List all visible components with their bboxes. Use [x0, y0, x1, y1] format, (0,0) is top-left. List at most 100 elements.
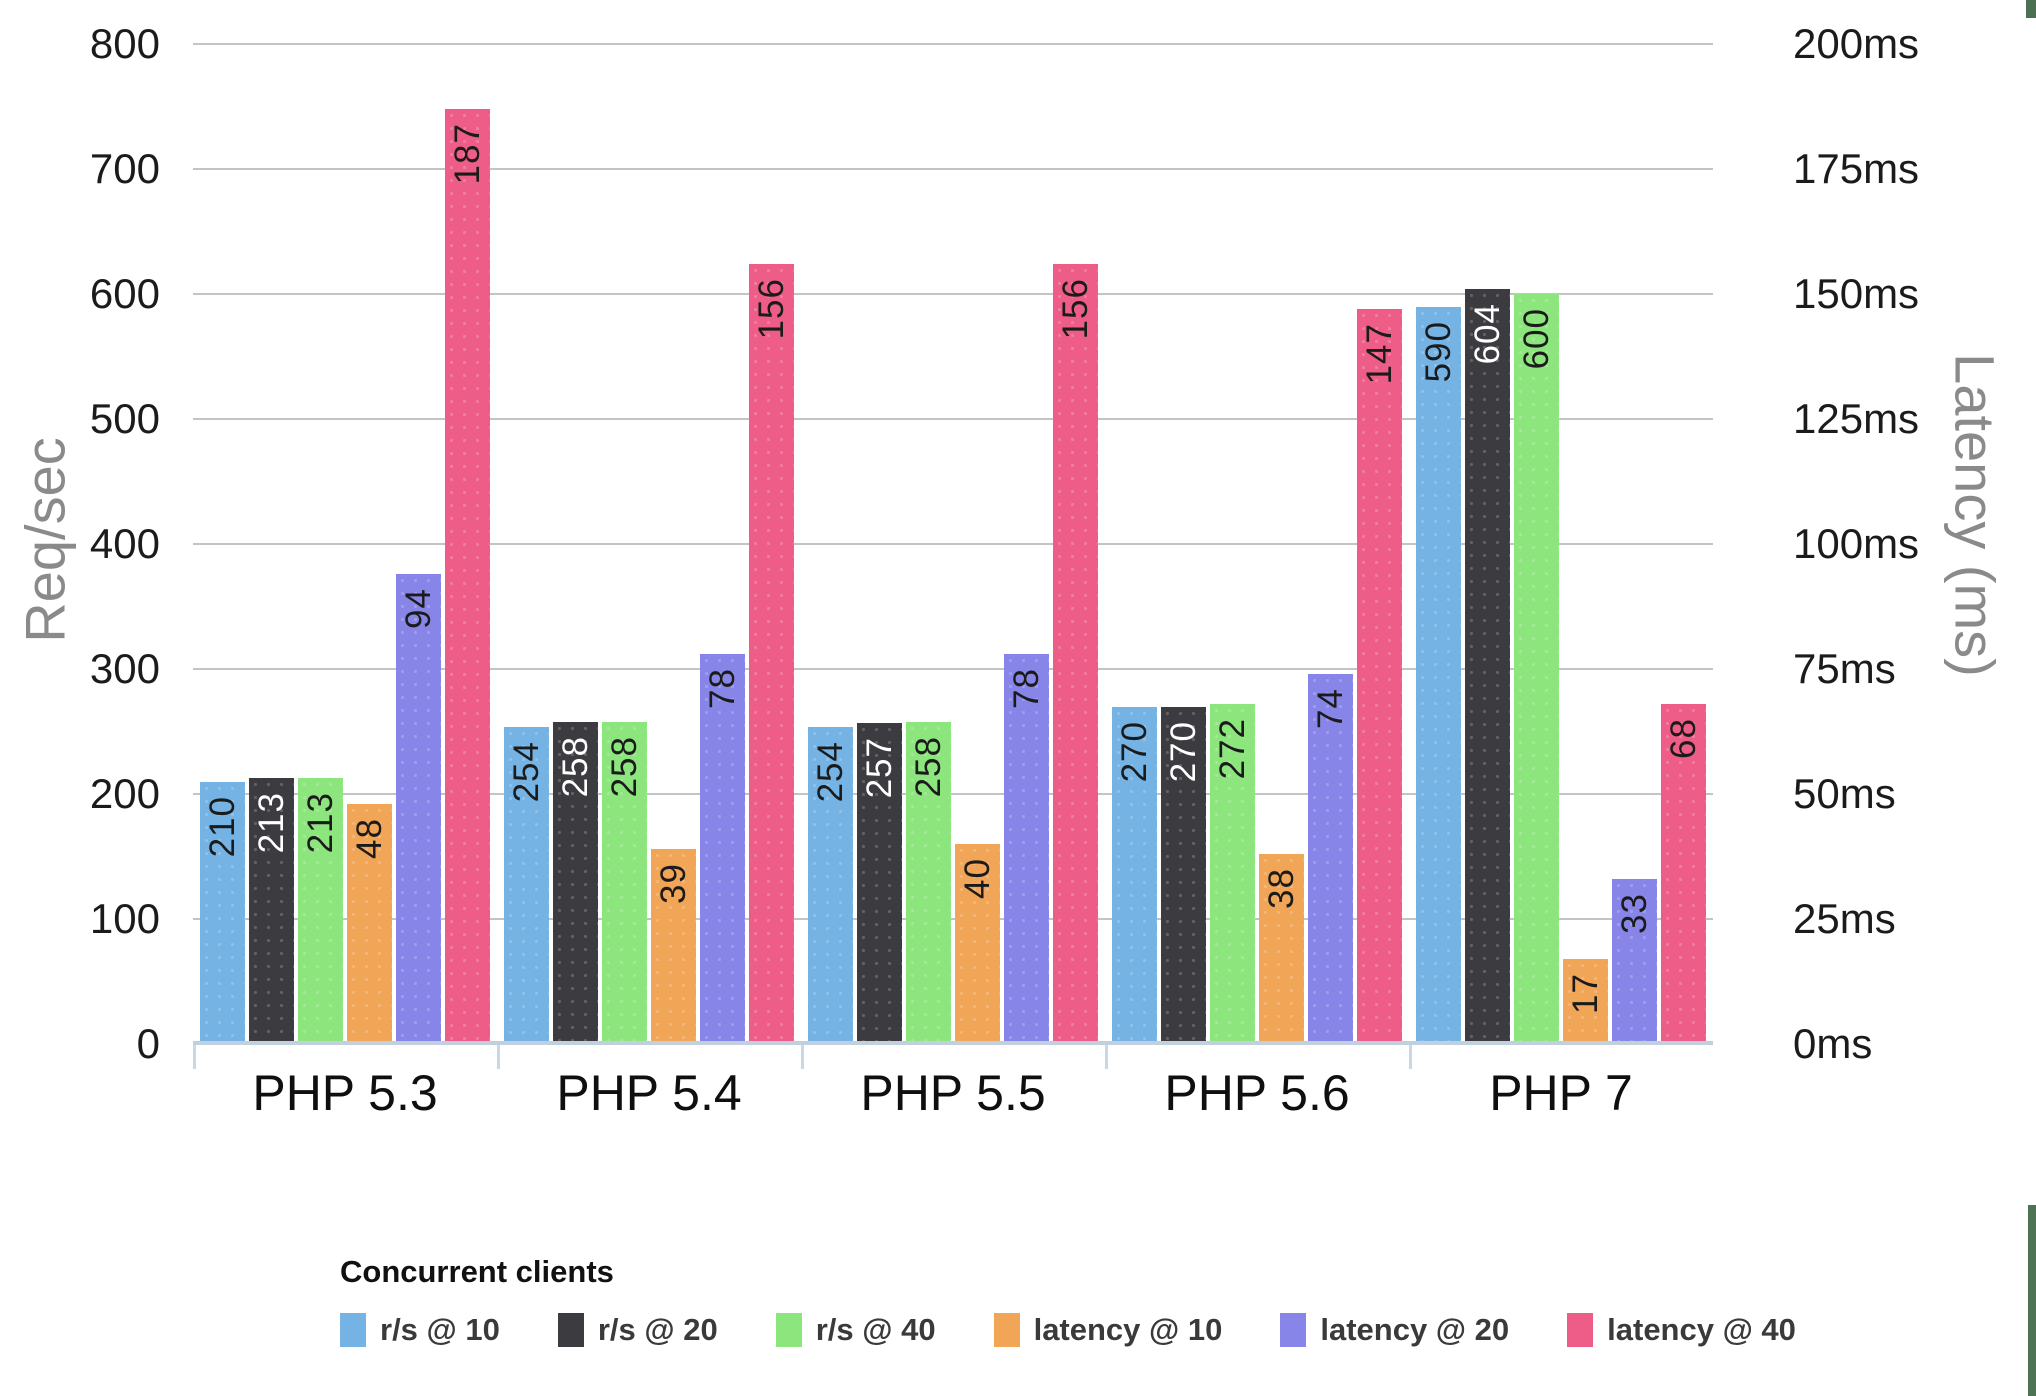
right-axis-tick-label: 200ms [1793, 20, 1920, 67]
legend-swatch-latency-20 [1280, 1313, 1307, 1347]
x-axis-label-php-5.6: PHP 5.6 [1164, 1065, 1350, 1121]
bar-value-label: 270 [1114, 720, 1154, 782]
bar-latency-20-php-5.5: 78 [1004, 654, 1049, 1044]
x-axis-tick [1105, 1043, 1108, 1069]
x-axis-label-php-5.5: PHP 5.5 [860, 1065, 1046, 1121]
x-axis-label-php-5.3: PHP 5.3 [252, 1065, 438, 1121]
gridline [193, 43, 1713, 45]
bar-value-label: 254 [506, 740, 546, 802]
legend-swatch-r-s-40 [775, 1313, 802, 1347]
bar-r-s-10-php-5.6: 270 [1112, 706, 1157, 1044]
x-axis-tick [193, 1043, 196, 1069]
bar-value-label: 74 [1310, 688, 1350, 729]
bar-r-s-40-php-5.5: 258 [906, 721, 951, 1044]
left-axis-tick-label: 500 [89, 395, 160, 442]
right-axis-tick-label: 50ms [1793, 770, 1896, 817]
legend-item-r-s-10[interactable]: r/s @ 10 [340, 1312, 500, 1348]
left-axis-tick-label: 300 [89, 645, 160, 692]
x-axis-tick [801, 1043, 804, 1069]
bar-value-label: 68 [1663, 718, 1703, 759]
gridline [193, 293, 1713, 295]
bar-value-label: 258 [604, 735, 644, 797]
legend-label-r-s-20: r/s @ 20 [597, 1312, 718, 1347]
right-axis-title: Latency (ms) [1943, 353, 2007, 677]
gridline [193, 168, 1713, 170]
left-axis-tick-label: 400 [89, 520, 160, 567]
right-axis-tick-label: 100ms [1793, 520, 1920, 567]
x-axis-label-php-5.4: PHP 5.4 [556, 1065, 742, 1121]
bar-r-s-10-php-5.4: 254 [504, 726, 549, 1044]
bar-r-s-40-php-5.6: 272 [1210, 704, 1255, 1044]
bar-group-php-5.5: 254 257 258 40 78 156 [801, 44, 1105, 1044]
bar-group-php-5.6: 270 270 272 38 74 147 [1105, 44, 1409, 1044]
bar-value-label: 213 [251, 791, 291, 854]
legend-label-latency-40: latency @ 40 [1607, 1312, 1796, 1347]
legend-title: Concurrent clients [340, 1254, 614, 1289]
right-axis-tick-label: 125ms [1793, 395, 1920, 442]
bar-value-label: 213 [300, 791, 340, 854]
bar-r-s-10-php-5.5: 254 [808, 726, 853, 1044]
bar-latency-40-php-7: 68 [1661, 704, 1706, 1044]
bar-value-label: 48 [349, 818, 389, 859]
right-axis-tick-label: 75ms [1793, 645, 1896, 692]
bar-r-s-40-php-5.3: 213 [298, 777, 343, 1044]
bar-latency-40-php-5.5: 156 [1053, 264, 1098, 1044]
bar-value-label: 38 [1261, 868, 1301, 909]
legend-item-r-s-20[interactable]: r/s @ 20 [557, 1312, 718, 1348]
bar-r-s-10-php-5.3: 210 [200, 781, 245, 1044]
legend-item-latency-40[interactable]: latency @ 40 [1567, 1312, 1796, 1348]
bar-value-label: 156 [1055, 278, 1095, 340]
bar-value-label: 78 [702, 668, 742, 709]
bar-value-label: 78 [1006, 668, 1046, 709]
bar-value-label: 272 [1212, 718, 1252, 780]
bar-r-s-20-php-5.4: 258 [553, 721, 598, 1044]
legend-label-r-s-40: r/s @ 40 [815, 1312, 936, 1347]
legend-item-latency-10[interactable]: latency @ 10 [993, 1312, 1223, 1348]
bar-value-label: 40 [957, 858, 997, 899]
x-axis-tick [1409, 1043, 1412, 1069]
legend-label-latency-20: latency @ 20 [1320, 1312, 1510, 1347]
bar-value-label: 258 [908, 735, 948, 797]
legend: r/s @ 10 r/s @ 20 r/s @ 40 latency @ 10 late… [340, 1312, 1796, 1348]
bar-group-php-5.4: 254 258 258 39 78 156 [497, 44, 801, 1044]
x-axis-tick [497, 1043, 500, 1069]
bar-latency-10-php-7: 17 [1563, 959, 1608, 1044]
bar-value-label: 210 [202, 795, 242, 857]
right-axis-tick-label: 150ms [1793, 270, 1920, 317]
legend-item-r-s-40[interactable]: r/s @ 40 [775, 1312, 936, 1348]
bar-value-label: 604 [1467, 303, 1507, 365]
bar-r-s-20-php-7: 604 [1465, 289, 1510, 1044]
gridline [193, 918, 1713, 920]
bar-r-s-40-php-5.4: 258 [602, 721, 647, 1044]
gridline [193, 543, 1713, 545]
right-axis-tick-label: 0ms [1793, 1020, 1873, 1067]
left-axis-tick-label: 100 [89, 895, 160, 942]
bar-latency-20-php-5.6: 74 [1308, 674, 1353, 1044]
decor-top-right-square [2026, 0, 2036, 18]
bar-value-label: 156 [751, 278, 791, 340]
gridline [193, 668, 1713, 670]
left-axis-tick-label: 600 [89, 270, 160, 317]
bar-value-label: 187 [447, 123, 487, 185]
legend-swatch-latency-40 [1567, 1313, 1594, 1347]
right-axis-tick-label: 25ms [1793, 895, 1896, 942]
left-axis-tick-label: 700 [89, 145, 160, 192]
bar-value-label: 258 [555, 735, 595, 797]
bar-latency-40-php-5.4: 156 [749, 264, 794, 1044]
legend-item-latency-20[interactable]: latency @ 20 [1280, 1312, 1509, 1348]
legend-label-r-s-10: r/s @ 10 [380, 1312, 500, 1347]
legend-label-latency-10: latency @ 10 [1033, 1312, 1223, 1347]
bar-group-php-7: 590 604 600 17 33 68 [1409, 44, 1713, 1044]
bar-value-label: 257 [859, 736, 899, 799]
legend-swatch-r-s-10 [340, 1313, 366, 1347]
bar-value-label: 94 [398, 588, 438, 629]
bar-value-label: 590 [1418, 320, 1458, 382]
legend-swatch-r-s-20 [557, 1313, 584, 1347]
left-axis-tick-label: 200 [89, 770, 160, 817]
x-axis-baseline [193, 1041, 1713, 1045]
decor-right-edge-strip [2028, 1205, 2036, 1396]
left-axis-tick-label: 0 [136, 1020, 160, 1067]
bar-value-label: 17 [1565, 973, 1605, 1014]
bar-latency-10-php-5.3: 48 [347, 804, 392, 1044]
bar-r-s-10-php-7: 590 [1416, 306, 1461, 1044]
